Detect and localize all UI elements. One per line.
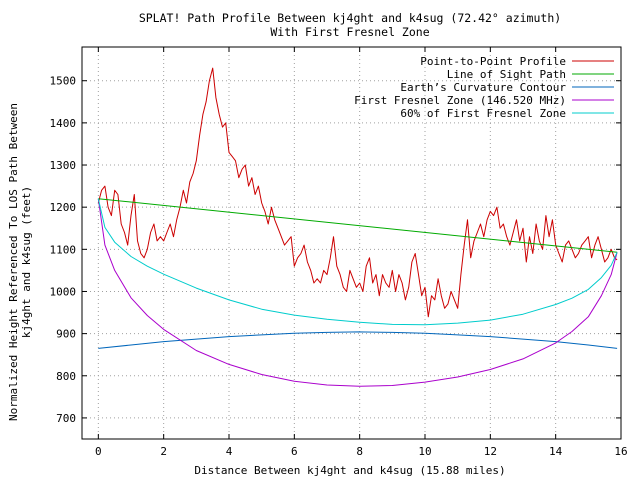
y-tick-label: 1500 (50, 75, 77, 88)
y-tick-label: 700 (56, 412, 76, 425)
series-line-4 (97, 198, 618, 387)
y-tick-label: 800 (56, 370, 76, 383)
x-tick-label: 0 (95, 445, 102, 458)
legend-label-5: 60% of First Fresnel Zone (400, 107, 566, 120)
x-tick-label: 14 (549, 445, 563, 458)
y-tick-label: 1100 (50, 243, 77, 256)
chart-title: SPLAT! Path Profile Between kj4ght and k… (139, 11, 561, 25)
legend-label-3: Earth’s Curvature Contour (400, 81, 566, 94)
chart-subtitle: With First Fresnel Zone (270, 25, 429, 39)
x-tick-label: 4 (226, 445, 233, 458)
y-tick-label: 1000 (50, 285, 77, 298)
legend-label-1: Point-to-Point Profile (420, 55, 566, 68)
legend-label-4: First Fresnel Zone (146.520 MHz) (354, 94, 566, 107)
y-tick-label: 1400 (50, 117, 77, 130)
y-axis-label-line1: Normalized Height Referenced To LOS Path… (7, 103, 20, 421)
y-tick-label: 900 (56, 328, 76, 341)
series-line-3 (98, 331, 618, 349)
x-tick-label: 16 (614, 445, 627, 458)
axis-ticks: 700 800 900 1000 1100 1200 1300 1400 1500 0 2 4 6 8 10… (50, 47, 628, 458)
x-tick-label: 2 (160, 445, 167, 458)
y-axis-label-line2: kj4ght and k4sug (feet) (20, 186, 33, 338)
x-tick-label: 10 (418, 445, 431, 458)
x-axis-label: Distance Between kj4ght and k4sug (15.88… (194, 464, 505, 477)
y-tick-label: 1300 (50, 159, 77, 172)
series-line-2 (98, 198, 618, 253)
x-tick-label: 6 (291, 445, 298, 458)
plot-frame (81, 46, 622, 440)
series-line-1 (97, 67, 618, 318)
series-lines (97, 67, 618, 387)
series-line-5 (97, 198, 618, 326)
x-tick-label: 12 (484, 445, 497, 458)
legend-label-2: Line of Sight Path (447, 68, 566, 81)
y-tick-label: 1200 (50, 201, 77, 214)
x-tick-label: 8 (356, 445, 363, 458)
